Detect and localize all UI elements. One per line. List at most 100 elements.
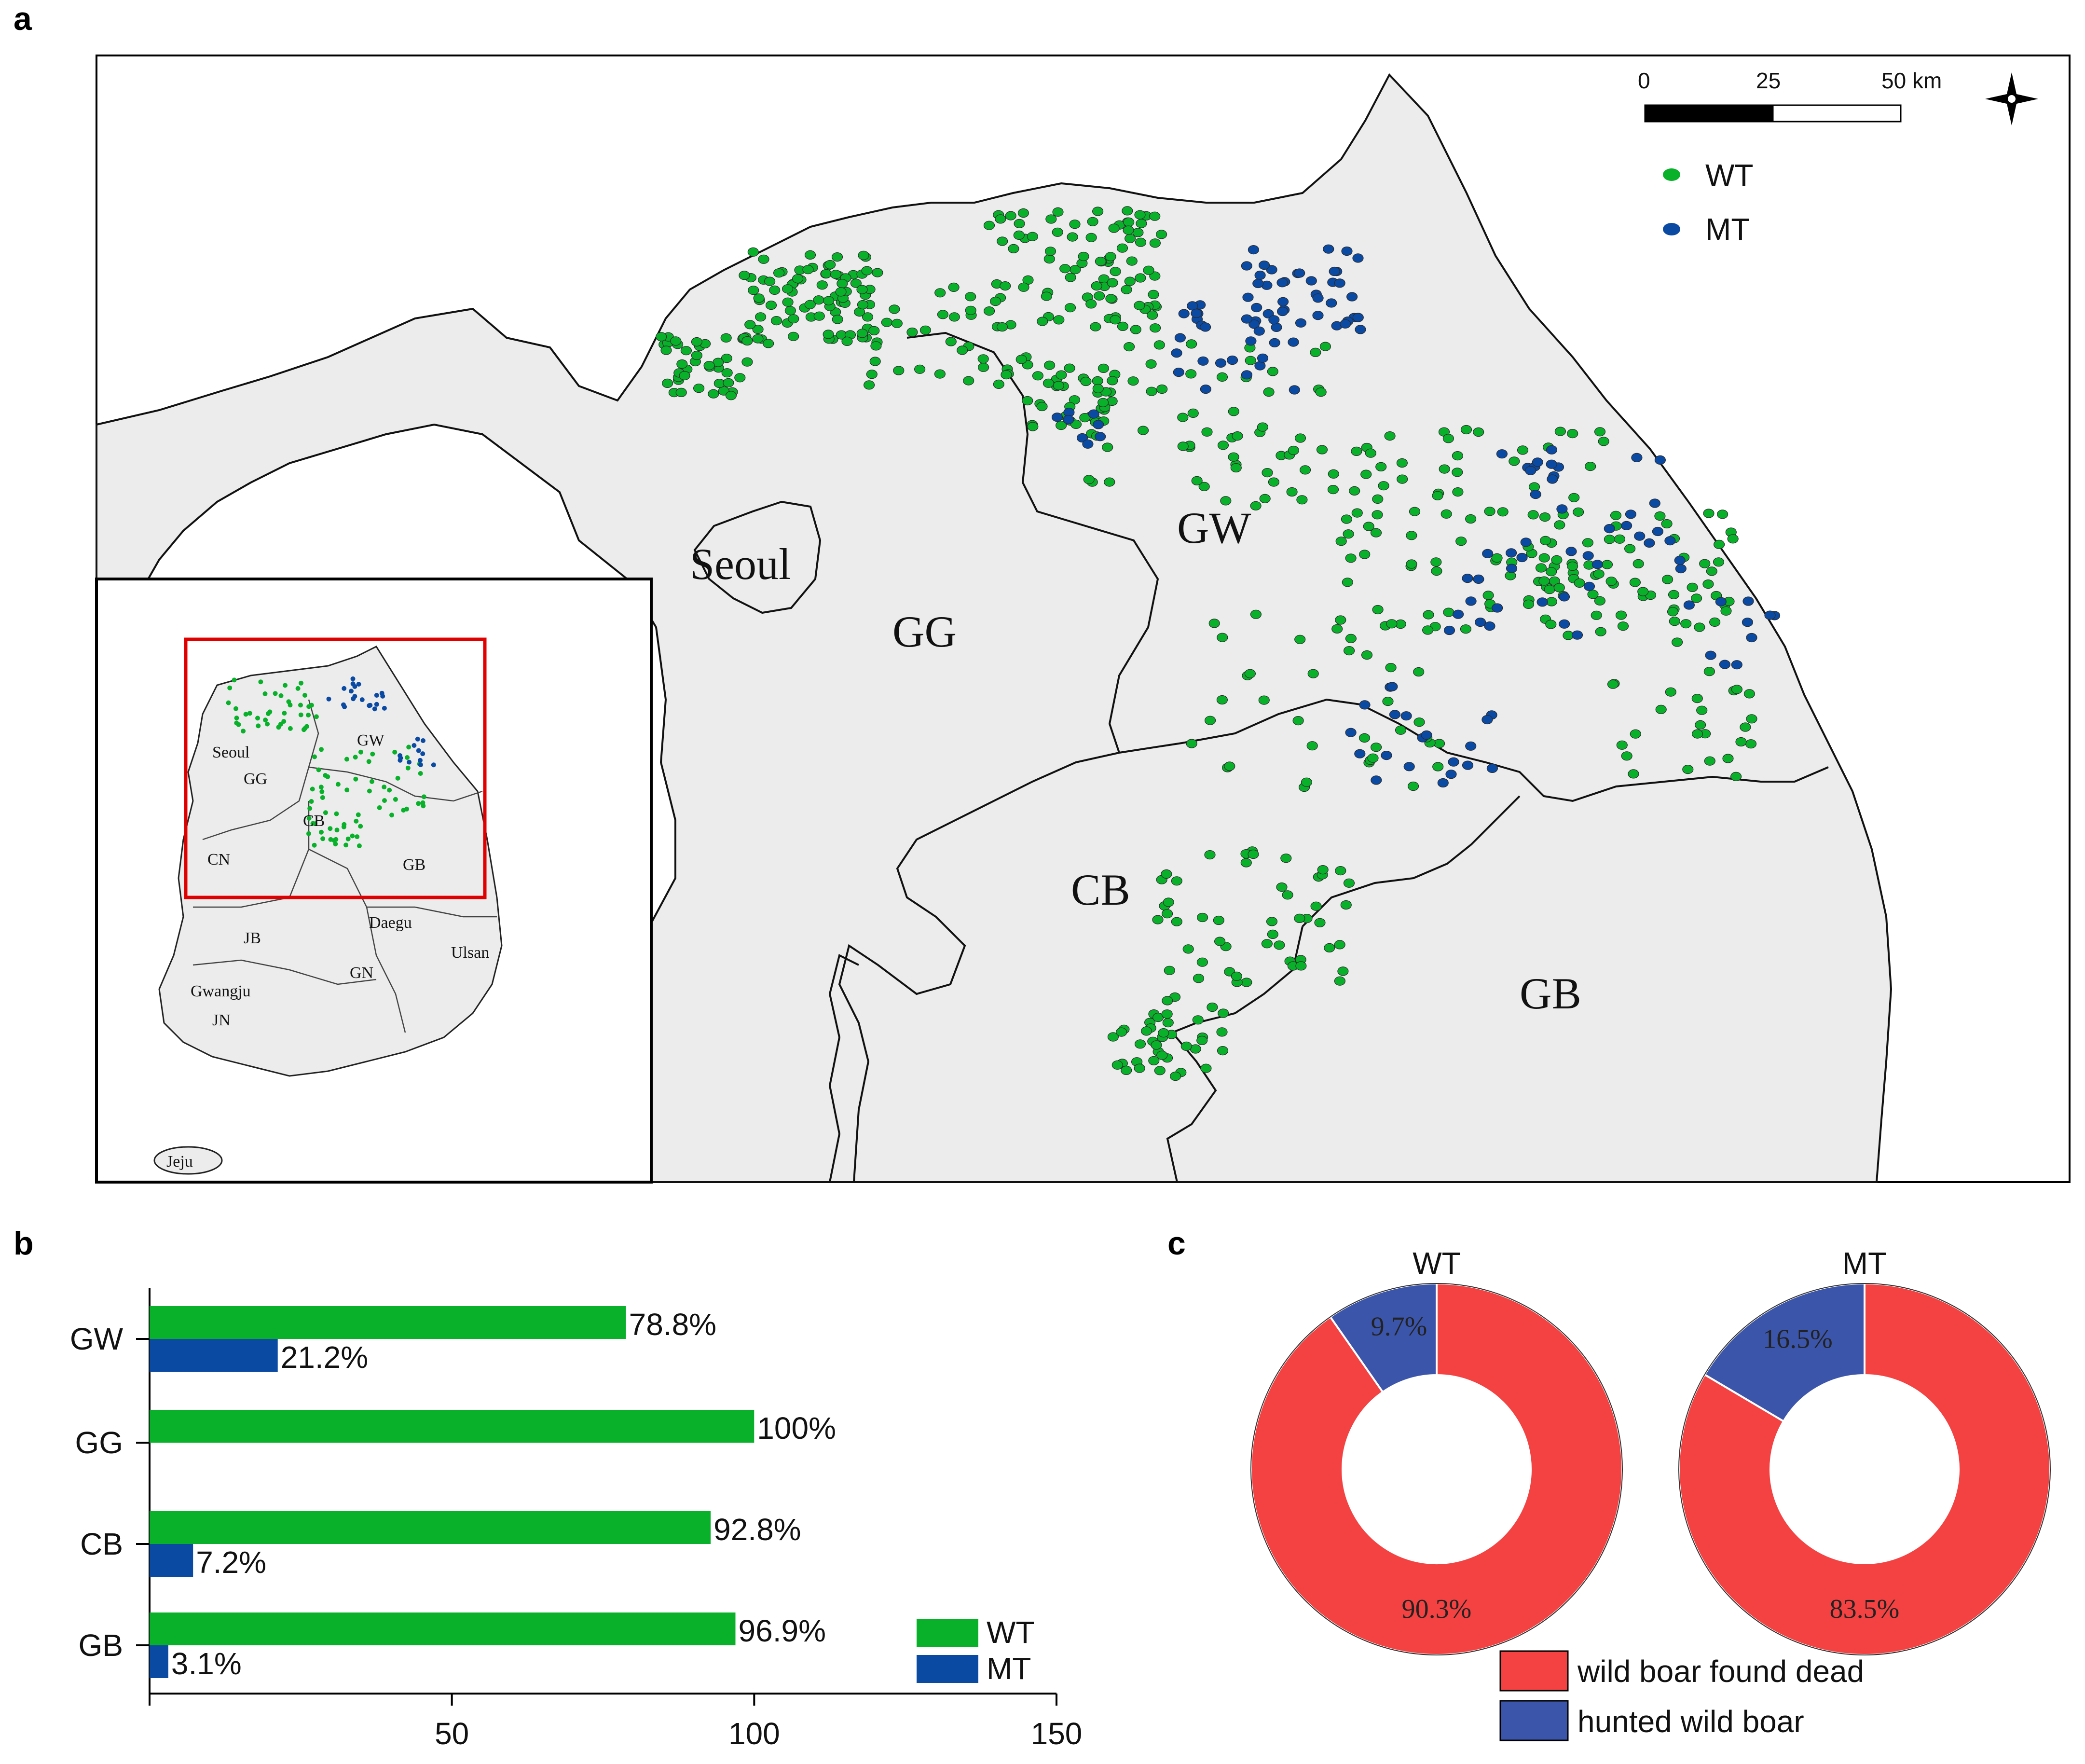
bar-value-label-wt: 96.9%	[739, 1613, 826, 1648]
map-point-wt	[984, 306, 995, 316]
inset-point-mt	[372, 706, 377, 712]
map-point-wt	[1130, 325, 1141, 334]
map-point-wt	[1259, 494, 1271, 504]
inset-point-wt	[382, 785, 387, 790]
map-point-mt	[1746, 633, 1757, 643]
inset-point-wt	[316, 767, 321, 772]
map-point-wt	[1268, 477, 1279, 487]
map-point-wt	[1294, 433, 1306, 443]
map-point-wt	[788, 314, 799, 324]
map-point-wt	[1292, 716, 1304, 726]
map-point-wt	[1335, 615, 1346, 625]
map-point-mt	[1063, 414, 1074, 425]
map-point-mt	[1386, 682, 1398, 691]
inset-point-wt	[319, 829, 324, 835]
bar-legend-mt: MT	[987, 1651, 1031, 1686]
scale-bar: 0 25 50 km	[1638, 68, 1942, 123]
map-point-wt	[1430, 557, 1442, 567]
map-point-wt	[963, 376, 974, 386]
map-point-wt	[1327, 484, 1339, 495]
map-point-wt	[1248, 849, 1259, 859]
map-point-wt	[997, 236, 1008, 246]
map-point-wt	[1406, 559, 1417, 569]
map-point-wt	[1604, 535, 1615, 544]
map-point-wt	[1001, 370, 1012, 380]
inset-point-wt	[286, 699, 291, 704]
map-point-wt	[1095, 257, 1106, 266]
map-point-mt	[1294, 268, 1305, 278]
inset-point-wt	[406, 744, 412, 750]
map-point-wt	[1017, 208, 1029, 218]
map-point-wt	[1582, 538, 1593, 548]
panel-c-letter: c	[1167, 1225, 1186, 1262]
map-point-wt	[1567, 428, 1578, 439]
inset-label-gg: GG	[244, 770, 267, 788]
map-point-wt	[1371, 743, 1382, 752]
map-point-mt	[1289, 385, 1300, 395]
map-point-wt	[934, 288, 946, 298]
inset-point-wt	[318, 785, 324, 790]
map-point-wt	[747, 247, 759, 257]
map-point-wt	[1351, 508, 1363, 518]
map-point-wt	[1691, 729, 1703, 739]
map-point-wt	[1136, 219, 1147, 228]
inset-point-mt	[398, 758, 403, 763]
inset-point-mt	[421, 738, 425, 743]
inset-point-mt	[326, 696, 331, 702]
map-point-mt	[1088, 409, 1099, 419]
map-point-wt	[1091, 281, 1102, 291]
map-point-wt	[823, 296, 835, 305]
map-point-wt	[1630, 729, 1641, 739]
map-point-wt	[1314, 918, 1326, 927]
map-point-wt	[1661, 519, 1673, 529]
map-point-wt	[1245, 356, 1256, 365]
map-point-wt	[1008, 244, 1019, 254]
map-point-wt	[1196, 1035, 1208, 1045]
map-point-mt	[1465, 596, 1477, 606]
map-point-wt	[1509, 456, 1520, 466]
map-point-wt	[1151, 1040, 1162, 1050]
map-point-mt	[1604, 524, 1615, 534]
map-point-wt	[868, 326, 880, 336]
map-point-wt	[1000, 281, 1011, 291]
map-label-seoul: Seoul	[690, 539, 791, 589]
map-point-mt	[1259, 260, 1270, 270]
inset-point-wt	[334, 811, 339, 816]
map-point-wt	[1340, 900, 1352, 910]
map-point-wt	[891, 318, 903, 328]
bar-category-label: GG	[75, 1425, 123, 1460]
map-point-mt	[1197, 356, 1209, 366]
map-point-wt	[1695, 720, 1706, 730]
map-point-wt	[1709, 617, 1721, 627]
map-point-wt	[1196, 957, 1208, 967]
map-point-wt	[1343, 529, 1354, 539]
inset-point-mt	[374, 702, 379, 707]
bar-mt	[150, 1339, 278, 1372]
map-point-mt	[1462, 573, 1473, 583]
map-point-mt	[1381, 750, 1392, 760]
inset-point-wt	[420, 800, 425, 805]
inset-point-wt	[273, 691, 278, 696]
inset-point-mt	[420, 751, 425, 757]
map-point-wt	[1107, 1032, 1119, 1042]
map-point-wt	[1694, 622, 1705, 632]
bar-wt	[150, 1306, 626, 1339]
map-point-wt	[1214, 937, 1226, 946]
map-point-wt	[1717, 510, 1728, 519]
map-point-wt	[1397, 474, 1408, 484]
map-point-wt	[841, 336, 853, 346]
inset-point-wt	[334, 827, 340, 833]
inset-label-seoul: Seoul	[212, 744, 249, 761]
map-point-mt	[1558, 592, 1570, 602]
map-point-wt	[1070, 419, 1082, 429]
inset-points	[226, 676, 436, 848]
map-point-wt	[1014, 219, 1025, 228]
map-point-mt	[1245, 336, 1257, 346]
inset-point-wt	[421, 794, 426, 799]
map-point-wt	[862, 312, 874, 322]
map-point-mt	[1486, 763, 1498, 773]
map-point-mt	[1346, 292, 1358, 302]
map-point-wt	[1171, 876, 1182, 886]
map-point-mt	[1191, 308, 1202, 318]
inset-point-wt	[310, 821, 315, 826]
